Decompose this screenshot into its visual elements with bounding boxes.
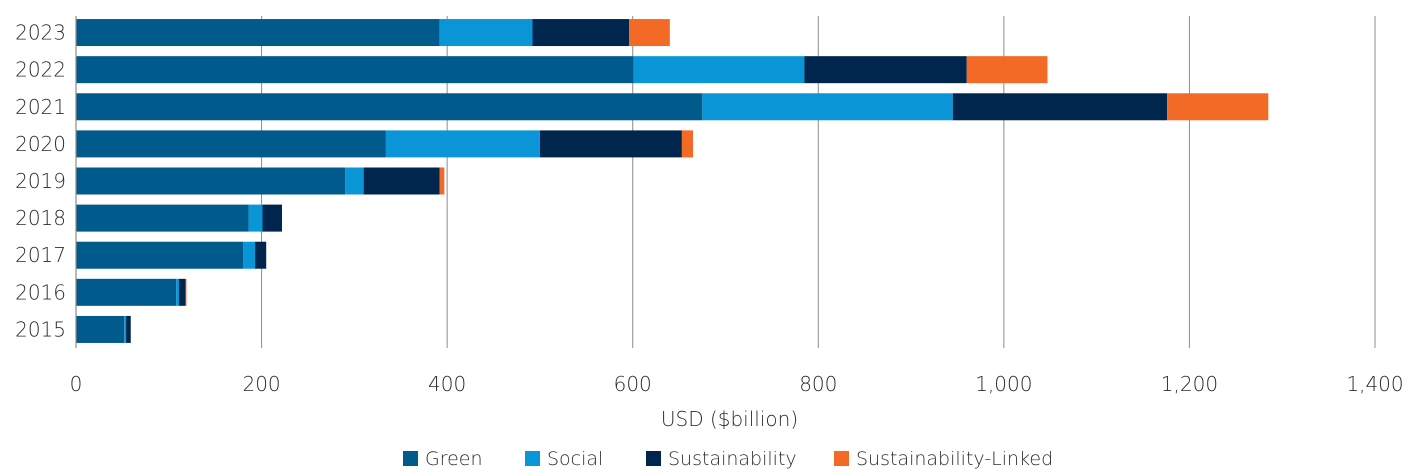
bar-segment-sustainability-2016: [179, 279, 185, 306]
bar-segment-green-2020: [76, 130, 386, 157]
x-axis-title: USD ($billion): [661, 407, 798, 431]
category-labels: 2023 2022 2021 2020 2019 2018 2017 2016 2015: [15, 21, 66, 342]
x-tick-label: 1,200: [1161, 372, 1218, 396]
bar-segment-sustainability-2017: [255, 242, 266, 269]
bar-segment-green-2021: [76, 93, 702, 120]
bar-segment-green-2016: [76, 279, 176, 306]
y-category-label: 2020: [15, 132, 66, 156]
x-tick-label: 800: [799, 372, 837, 396]
bar-segment-social-2016: [176, 279, 179, 306]
legend: Green Social Sustainability Sustainability-…: [403, 448, 1053, 470]
bar-segment-sustainability-linked-2023: [629, 19, 670, 46]
y-category-label: 2019: [15, 169, 66, 193]
x-tick-label: 600: [614, 372, 652, 396]
y-category-label: 2021: [15, 95, 66, 119]
x-tick-labels: 0 200 400 600 800 1,000 1,200 1,400: [70, 372, 1404, 396]
bar-segment-social-2018: [249, 205, 263, 232]
bar-segment-green-2015: [76, 316, 124, 343]
bar-segment-social-2015: [124, 316, 126, 343]
bar-segment-green-2023: [76, 19, 440, 46]
bar-segment-green-2017: [76, 242, 243, 269]
y-category-label: 2018: [15, 206, 66, 230]
bar-segment-sustainability-2019: [364, 168, 440, 195]
bar-segment-green-2019: [76, 168, 345, 195]
bar-segment-sustainability-linked-2020: [682, 130, 693, 157]
bar-segment-sustainability-linked-2022: [967, 56, 1048, 83]
bar-segment-sustainability-2018: [262, 205, 281, 232]
bar-segment-social-2017: [243, 242, 255, 269]
bar-segment-social-2019: [345, 168, 364, 195]
x-tick-label: 1,400: [1346, 372, 1403, 396]
bar-segment-green-2022: [76, 56, 634, 83]
x-tick-label: 400: [428, 372, 466, 396]
bar-segment-social-2021: [702, 93, 953, 120]
bar-segment-sustainability-2023: [533, 19, 629, 46]
x-tick-label: 0: [70, 372, 83, 396]
bar-segment-sustainability-2021: [953, 93, 1167, 120]
bar-segment-sustainability-linked-2019: [440, 168, 445, 195]
bar-segment-sustainability-linked-2021: [1167, 93, 1268, 120]
x-tick-label: 1,000: [975, 372, 1032, 396]
y-category-label: 2016: [15, 280, 66, 304]
x-tick-label: 200: [242, 372, 280, 396]
bar-segment-social-2022: [634, 56, 805, 83]
bar-segment-sustainability-2020: [540, 130, 682, 157]
legend-swatch-green: [403, 451, 418, 466]
bar-segment-sustainability-2022: [804, 56, 966, 83]
bar-segment-sustainability-2015: [126, 316, 131, 343]
y-category-label: 2022: [15, 58, 66, 82]
bar-segment-social-2023: [440, 19, 533, 46]
legend-swatch-social: [525, 451, 540, 466]
legend-label-green: Green: [425, 448, 483, 470]
legend-label-sustainability: Sustainability: [668, 448, 797, 470]
bar-segment-social-2020: [386, 130, 540, 157]
y-category-label: 2015: [15, 317, 66, 341]
bar-segment-sustainability-linked-2016: [185, 279, 186, 306]
y-category-label: 2017: [15, 243, 66, 267]
legend-label-sustainability-linked: Sustainability-Linked: [856, 448, 1053, 470]
y-category-label: 2023: [15, 21, 66, 45]
legend-swatch-sustainability-linked: [834, 451, 849, 466]
bar-segment-green-2018: [76, 205, 249, 232]
legend-swatch-sustainability: [646, 451, 661, 466]
bars: [76, 19, 1268, 343]
legend-label-social: Social: [547, 448, 603, 470]
